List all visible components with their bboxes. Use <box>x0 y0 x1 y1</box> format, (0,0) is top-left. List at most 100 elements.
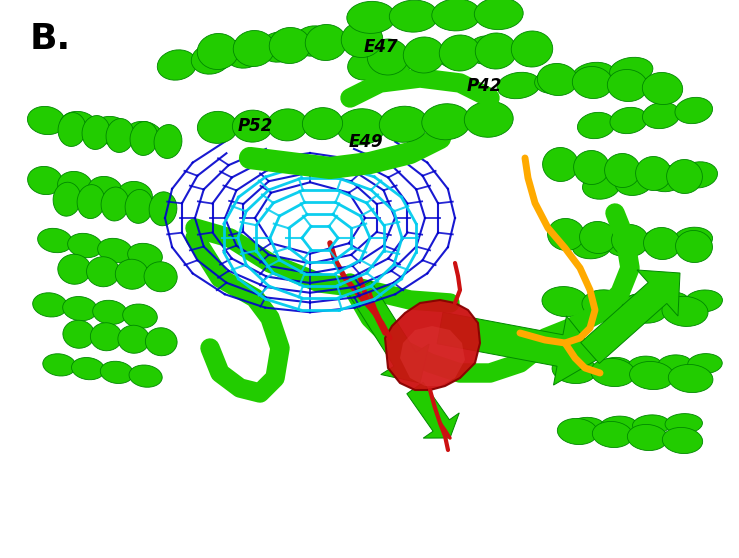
Ellipse shape <box>559 420 596 436</box>
Ellipse shape <box>612 224 648 257</box>
Ellipse shape <box>369 41 406 62</box>
Ellipse shape <box>90 177 121 195</box>
Ellipse shape <box>159 51 194 70</box>
Ellipse shape <box>120 182 151 200</box>
Ellipse shape <box>197 33 239 70</box>
Ellipse shape <box>633 415 670 435</box>
Ellipse shape <box>681 163 715 179</box>
Ellipse shape <box>337 109 386 145</box>
Ellipse shape <box>259 32 299 62</box>
Ellipse shape <box>464 101 513 137</box>
Ellipse shape <box>200 113 236 132</box>
Ellipse shape <box>636 156 672 190</box>
Ellipse shape <box>675 230 712 262</box>
Ellipse shape <box>513 33 551 55</box>
Ellipse shape <box>687 291 721 304</box>
Ellipse shape <box>611 108 645 125</box>
Ellipse shape <box>343 23 380 45</box>
Ellipse shape <box>548 219 585 251</box>
Ellipse shape <box>574 236 609 251</box>
Ellipse shape <box>634 416 668 428</box>
Ellipse shape <box>640 230 679 254</box>
Ellipse shape <box>30 108 64 125</box>
Ellipse shape <box>477 0 520 18</box>
Ellipse shape <box>638 158 670 179</box>
Ellipse shape <box>60 172 92 190</box>
Ellipse shape <box>45 355 75 368</box>
Ellipse shape <box>132 123 157 143</box>
Ellipse shape <box>550 220 583 239</box>
Ellipse shape <box>115 259 149 289</box>
Ellipse shape <box>101 187 129 221</box>
Ellipse shape <box>125 122 163 150</box>
Ellipse shape <box>608 233 643 248</box>
Ellipse shape <box>607 155 639 176</box>
Ellipse shape <box>627 356 662 376</box>
Ellipse shape <box>43 354 76 376</box>
Ellipse shape <box>611 59 650 75</box>
Text: E47: E47 <box>364 39 398 56</box>
Ellipse shape <box>606 232 645 256</box>
Ellipse shape <box>379 49 410 66</box>
Ellipse shape <box>664 429 701 445</box>
Ellipse shape <box>89 258 118 276</box>
Ellipse shape <box>659 356 690 368</box>
Ellipse shape <box>646 229 679 248</box>
Ellipse shape <box>88 176 123 205</box>
Ellipse shape <box>35 294 66 309</box>
Ellipse shape <box>599 358 630 371</box>
Ellipse shape <box>641 231 677 246</box>
Ellipse shape <box>405 39 443 60</box>
Ellipse shape <box>72 358 105 380</box>
Ellipse shape <box>33 293 67 317</box>
Ellipse shape <box>156 126 181 147</box>
Ellipse shape <box>644 104 678 120</box>
Ellipse shape <box>584 174 618 190</box>
Ellipse shape <box>542 147 579 181</box>
Ellipse shape <box>497 73 540 99</box>
Ellipse shape <box>669 161 701 182</box>
Ellipse shape <box>627 425 667 450</box>
Ellipse shape <box>552 355 596 383</box>
Ellipse shape <box>511 31 553 67</box>
Ellipse shape <box>347 52 382 80</box>
Ellipse shape <box>106 118 134 152</box>
Ellipse shape <box>432 0 480 31</box>
Ellipse shape <box>545 288 586 306</box>
Ellipse shape <box>474 0 523 30</box>
Ellipse shape <box>381 108 426 129</box>
Ellipse shape <box>92 117 130 145</box>
Ellipse shape <box>439 41 470 59</box>
Ellipse shape <box>658 355 692 375</box>
Ellipse shape <box>55 184 80 204</box>
Ellipse shape <box>537 69 575 85</box>
Ellipse shape <box>120 326 149 344</box>
Ellipse shape <box>151 194 176 214</box>
Polygon shape <box>349 281 429 383</box>
Ellipse shape <box>191 44 231 74</box>
Ellipse shape <box>304 109 341 128</box>
Ellipse shape <box>60 114 85 134</box>
Ellipse shape <box>79 186 104 207</box>
Ellipse shape <box>475 33 517 69</box>
Ellipse shape <box>676 99 710 115</box>
Ellipse shape <box>582 173 620 199</box>
Ellipse shape <box>409 45 440 62</box>
Ellipse shape <box>128 123 161 140</box>
Ellipse shape <box>125 189 153 223</box>
Ellipse shape <box>600 416 638 436</box>
Ellipse shape <box>146 263 176 281</box>
Ellipse shape <box>537 64 578 95</box>
Ellipse shape <box>602 417 636 429</box>
Ellipse shape <box>144 262 177 292</box>
Ellipse shape <box>595 423 631 439</box>
Ellipse shape <box>149 192 177 226</box>
Ellipse shape <box>38 228 72 253</box>
Ellipse shape <box>572 62 616 89</box>
Ellipse shape <box>621 295 655 309</box>
Ellipse shape <box>610 57 653 84</box>
Ellipse shape <box>468 36 503 64</box>
Ellipse shape <box>58 171 92 200</box>
Ellipse shape <box>27 107 65 134</box>
Ellipse shape <box>675 228 710 243</box>
